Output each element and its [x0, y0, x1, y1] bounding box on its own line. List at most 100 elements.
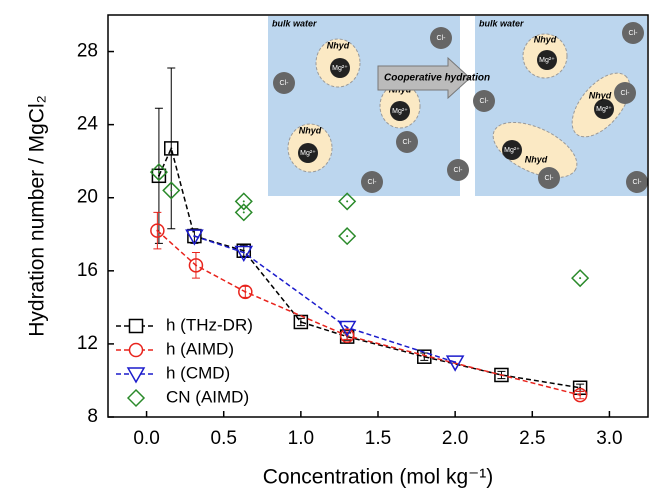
marker-dot [244, 290, 247, 293]
chloride-ion [626, 171, 648, 193]
marker-dot [170, 189, 173, 192]
x-tick-label: 0.0 [133, 428, 159, 449]
chloride-ion [273, 72, 295, 94]
marker [162, 181, 181, 200]
magnesium-ion [594, 99, 614, 119]
hydration-shell [492, 121, 578, 179]
chloride-ion [622, 22, 644, 44]
ion-label: Cl- [480, 98, 490, 105]
magnesium-ion [502, 140, 522, 160]
ion-label: Mg²⁺ [392, 108, 408, 115]
chloride-ion [614, 82, 636, 104]
x-tick-label: 2.5 [519, 428, 545, 449]
magnesium-ion [537, 50, 557, 70]
nhyd-label: Nhyd [589, 90, 612, 100]
chloride-ion [361, 171, 383, 193]
y-tick-label: 12 [77, 333, 98, 354]
legend-marker [128, 318, 144, 334]
x-tick-label: 1.5 [365, 428, 391, 449]
marker-dot [242, 200, 245, 203]
marker [572, 387, 588, 403]
inset-arrow [377, 56, 471, 100]
ion-label: Mg²⁺ [332, 65, 348, 72]
marker [338, 192, 357, 211]
marker [337, 320, 357, 337]
marker [571, 269, 590, 288]
ion-label: Cl- [368, 179, 378, 186]
inset-panel [268, 16, 460, 196]
ion-label: Cl- [403, 139, 413, 146]
marker [338, 227, 357, 246]
inset-label: Cooperative hydration [384, 73, 490, 84]
magnesium-ion [298, 143, 318, 163]
marker [185, 229, 204, 246]
y-tick-label: 20 [77, 187, 98, 208]
x-tick-label: 0.5 [211, 428, 237, 449]
inset-label: bulk water [479, 18, 524, 28]
marker-dot [157, 174, 160, 177]
marker [234, 192, 253, 211]
marker-dot [194, 264, 197, 267]
y-tick-label: 8 [87, 406, 98, 427]
marker [236, 243, 252, 258]
marker [234, 203, 253, 222]
y-tick-label: 28 [77, 41, 98, 62]
chloride-ion [430, 27, 452, 49]
marker [188, 258, 204, 273]
x-tick-label: 1.0 [288, 428, 314, 449]
ion-label: Mg²⁺ [300, 150, 316, 157]
marker-dot [579, 394, 582, 397]
series-line [158, 146, 581, 389]
marker [164, 141, 179, 156]
marker [151, 168, 167, 184]
marker-dot [346, 326, 349, 329]
marker-dot [170, 147, 173, 150]
legend-label: h (THz-DR) [166, 315, 253, 334]
chloride-ion [473, 90, 495, 112]
ion-label: Cl- [545, 175, 555, 182]
legend-marker [126, 367, 146, 384]
marker-dot [156, 229, 159, 232]
marker-dot [346, 235, 349, 238]
chloride-ion [396, 131, 418, 153]
nhyd-label: Nhyd [327, 40, 350, 50]
marker-dot [242, 251, 245, 254]
marker [149, 163, 168, 182]
y-axis-label: Hydration number / MgCl₂ [26, 95, 49, 337]
ion-label: Mg²⁺ [539, 57, 555, 64]
marker-dot [193, 235, 196, 238]
legend-marker [128, 342, 144, 358]
magnesium-ion [390, 101, 410, 121]
series-line [194, 235, 456, 363]
nhyd-label: Nhyd [525, 154, 548, 164]
marker [339, 328, 355, 343]
marker [445, 355, 465, 372]
ion-label: Mg²⁺ [504, 147, 520, 154]
chloride-ion [447, 159, 469, 181]
ion-label: Cl- [437, 35, 447, 42]
marker [234, 245, 254, 263]
marker-dot [242, 249, 245, 252]
x-tick-label: 2.0 [442, 428, 468, 449]
chloride-ion [538, 167, 560, 189]
marker-dot [157, 171, 160, 174]
legend-label: h (AIMD) [166, 339, 234, 358]
legend-label: CN (AIMD) [166, 387, 249, 406]
ion-label: Cl- [280, 80, 290, 87]
marker-dot [299, 320, 302, 323]
magnesium-ion [330, 58, 350, 78]
ion-label: Cl- [621, 90, 631, 97]
x-tick-label: 3.0 [596, 428, 622, 449]
inset-label: bulk water [272, 18, 317, 28]
y-tick-label: 16 [77, 260, 98, 281]
marker-dot [242, 211, 245, 214]
nhyd-label: Nhyd [534, 34, 557, 44]
ion-label: Cl- [629, 30, 639, 37]
nhyd-label: Nhyd [299, 125, 322, 135]
y-tick-label: 24 [77, 114, 99, 135]
marker-dot [579, 277, 582, 280]
legend-label: h (CMD) [166, 363, 230, 382]
ion-label: Mg²⁺ [596, 106, 612, 113]
marker [238, 284, 253, 300]
